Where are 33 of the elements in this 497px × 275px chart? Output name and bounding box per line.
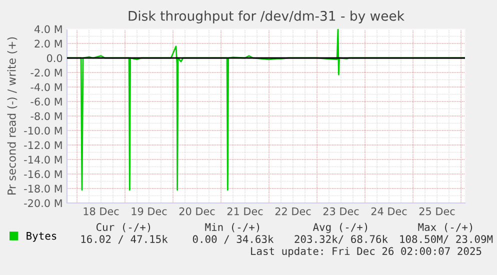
text: Max (-/+) <box>418 223 472 232</box>
y-tick-label: -14.0 M <box>24 156 62 164</box>
y-tick-label: 0.0 <box>46 54 62 62</box>
text: Min (-/+) <box>205 222 260 232</box>
text: Avg (-/+) <box>312 222 368 234</box>
text: Last update: Fri Dec 26 02:00:07 2025 <box>251 246 482 258</box>
x-tick-label: 22 Dec <box>275 207 311 216</box>
y-tick-label: 2.0 M <box>34 40 62 48</box>
y-tick-label: -2.0 M <box>30 68 62 77</box>
text: 0.00 / 34.63k <box>192 234 274 244</box>
chart-title: Disk throughput for /dev/dm-31 - by week <box>128 10 404 24</box>
text: 16.02 / 47.15k <box>81 234 168 244</box>
legend-label: Bytes <box>26 232 56 242</box>
x-tick-label: 20 Dec <box>179 207 215 216</box>
text: Cur (-/+) <box>96 223 150 232</box>
x-tick-label: 21 Dec <box>227 207 263 216</box>
text: 108.50M/ 23.09M <box>400 235 493 244</box>
x-tick-label: 24 Dec <box>371 207 407 216</box>
y-tick-label: -18.0 M <box>24 184 62 193</box>
y-tick-label: -16.0 M <box>24 170 62 178</box>
y-tick-label: 4.0 M <box>34 25 62 34</box>
x-tick-label: 25 Dec <box>419 207 455 216</box>
y-tick-label: -6.0 M <box>30 98 62 106</box>
text: 203.32k/ 68.76k <box>294 234 388 244</box>
y-tick-label: -10.0 M <box>24 126 62 135</box>
x-tick-label: 23 Dec <box>323 207 359 216</box>
y-tick-label: -12.0 M <box>24 141 62 150</box>
x-tick-label: 18 Dec <box>84 207 119 216</box>
y-tick-label: -8.0 M <box>30 112 62 120</box>
y-axis-title: Pr second read (-) / write (+) <box>7 37 18 195</box>
y-tick-label: -20.0 M <box>24 199 62 208</box>
y-tick-label: -4.0 M <box>30 83 62 92</box>
x-tick-label: 19 Dec <box>132 207 167 216</box>
